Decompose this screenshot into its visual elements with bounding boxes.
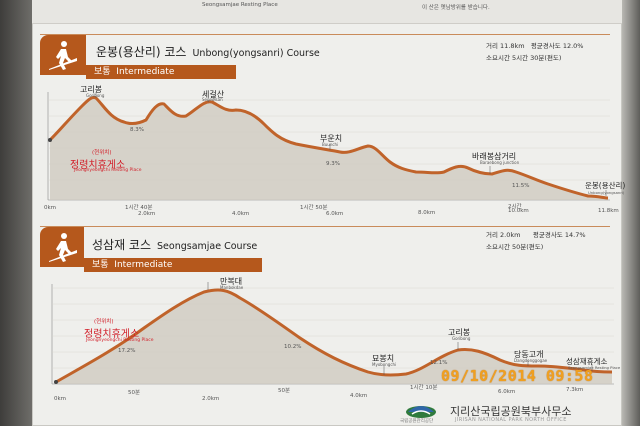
- footer-small: 국립공원관리공단: [400, 419, 434, 424]
- course2-title: 성삼재 코스 Seongsamjae Course: [92, 236, 257, 253]
- course2-time: 50분(편도): [512, 243, 544, 251]
- course2-peak-goribong-en: Goribong: [452, 336, 471, 341]
- photo-date-stamp: 09/10/2014 09:58: [441, 367, 594, 385]
- hiker-icon: [49, 41, 77, 70]
- course2-time-b: 50분: [278, 388, 291, 394]
- course2-peak-manbokdae: 만복대: [220, 277, 243, 286]
- course1-level-ko: 보통: [94, 67, 111, 77]
- course1-tick-4: 8.0km: [418, 210, 436, 216]
- course1-title: 운봉(용산리) 코스 Unbong(yongsanri) Course: [96, 43, 320, 60]
- course2-rule: [40, 226, 610, 227]
- course1-level-en: Intermediate: [116, 67, 175, 77]
- course1-peak-baraebong: 바래봉삼거리: [472, 152, 517, 161]
- course1-tick-0: 0km: [44, 205, 57, 211]
- course1-peak-unbong: 운봉(용산리): [585, 181, 626, 190]
- course1-peak-goribong-en: Goribong: [86, 93, 105, 98]
- footer-org-en: JIRISAN NATIONAL PARK NORTH OFFICE: [455, 417, 567, 423]
- sign-frame-right: [622, 0, 640, 426]
- course1-tick-1: 2.0km: [138, 211, 156, 217]
- course1-peak-segeolsan-en: Segeolsan: [202, 97, 223, 102]
- course1-rule: [40, 34, 610, 35]
- course2-distance-label: 거리: [486, 231, 498, 239]
- course1-peak-goribong: 고리봉: [80, 85, 103, 94]
- course1-slope: 12.0%: [562, 42, 584, 50]
- course1-distance-label: 거리: [486, 42, 498, 50]
- course1-tick-6: 11.8km: [598, 208, 619, 214]
- course2-peak-myobongchi: 묘봉치: [372, 354, 395, 363]
- course2-title-ko: 성삼재 코스: [92, 238, 152, 252]
- course2-level-en: Intermediate: [114, 260, 173, 270]
- course2-slope-a: 17.2%: [118, 348, 136, 354]
- course1-peak-buunchi: 부운치: [320, 134, 343, 143]
- course1-start-ko: 정령치휴게소: [70, 160, 126, 171]
- course1-slope-label: 평균경사도: [530, 42, 561, 50]
- course1-time-a: 1시간 40분: [125, 205, 153, 211]
- course2-tick-1: 2.0km: [202, 396, 220, 402]
- course2-slope: 14.7%: [564, 231, 586, 239]
- course2-level-ko: 보통: [92, 260, 109, 270]
- course1-time-label: 소요시간: [486, 54, 510, 62]
- hiker-icon: [49, 233, 77, 262]
- course1-peak-unbong-en: Unbong(yongsanri): [588, 190, 625, 195]
- course2-time-label: 소요시간: [486, 243, 510, 251]
- course2-slope-c: 12.1%: [430, 360, 448, 366]
- course2-level: 보통 Intermediate: [84, 258, 262, 272]
- course1-time-c: 2시간: [508, 204, 522, 210]
- course2-peak-dangdong-en: Dangdonggogae: [514, 358, 548, 363]
- course1-distance: 11.8km: [500, 42, 525, 50]
- course1-elevation-chart: [40, 88, 612, 216]
- course2-time-a: 50분: [128, 390, 141, 396]
- footer-org: 국립공원관리공단 지리산국립공원북부사무소 JIRISAN NATIONAL P…: [400, 400, 620, 424]
- course2-tick-2: 4.0km: [350, 393, 368, 399]
- course2-start-ko: 정령치휴게소: [84, 329, 140, 340]
- course1-peak-baraebong-en: Baraebong junction: [480, 160, 520, 165]
- course1-time-b: 1시간 50분: [300, 205, 328, 211]
- sign-frame-left: [0, 0, 32, 426]
- course1-peak-segeolsan: 세걸산: [202, 90, 225, 99]
- course2-slope-label: 평균경사도: [532, 231, 563, 239]
- course1-hiker-badge: [40, 35, 86, 75]
- course2-stats: 거리 2.0km 평균경사도 14.7% 소요시간 50분(편도): [486, 229, 586, 253]
- course1-title-en: Unbong(yongsanri) Course: [192, 48, 320, 59]
- course2-peak-seongsamjae-en: Seongsamjae Resting Place: [568, 365, 621, 370]
- course2-peak-manbokdae-en: Manbokdae: [220, 285, 244, 290]
- course1-tick-2: 4.0km: [232, 211, 250, 217]
- course2-start-sub: (현위치): [94, 319, 114, 325]
- top-left-text: Seongsamjae Resting Place: [202, 2, 278, 8]
- course1-tick-3: 6.0km: [326, 211, 344, 217]
- course2-peak-seongsamjae: 성삼재휴게소: [566, 357, 608, 366]
- footer-org-ko: 지리산국립공원북부사무소: [450, 405, 572, 418]
- course2-tick-3: 6.0km: [498, 389, 516, 395]
- course2-slope-b: 10.2%: [284, 344, 302, 350]
- course2-peak-myobongchi-en: Myobongchi: [372, 362, 397, 367]
- course2-time-c: 1시간 10분: [410, 385, 438, 391]
- course2-title-en: Seongsamjae Course: [157, 241, 258, 252]
- top-strip: Seongsamjae Resting Place 이 산은 옛남방위를 받습니…: [32, 0, 622, 24]
- course1-title-ko: 운봉(용산리) 코스: [96, 45, 187, 59]
- course2-tick-4: 7.3km: [566, 387, 584, 393]
- park-logo-icon: [406, 406, 436, 418]
- course2-distance: 2.0km: [500, 231, 521, 239]
- course2-hiker-badge: [40, 227, 84, 267]
- course1-tick-5: 10.0km: [508, 208, 529, 214]
- course1-slope-b: 9.3%: [326, 161, 340, 167]
- course1-start-sub: (현위치): [92, 150, 112, 156]
- course1-peak-buunchi-en: Buunchi: [322, 142, 339, 147]
- course1-start-en: Jeongnyeongchi Resting Place: [74, 168, 142, 173]
- course1-time: 5시간 30분(편도): [512, 54, 562, 62]
- top-right-text: 이 산은 옛남방위를 받습니다.: [422, 5, 490, 11]
- course2-peak-dangdong: 당동고개: [514, 350, 544, 359]
- course1-slope-a: 8.3%: [130, 127, 144, 133]
- course1-slope-c: 11.5%: [512, 183, 530, 189]
- course1-stats: 거리 11.8km 평균경사도 12.0% 소요시간 5시간 30분(편도): [486, 40, 583, 64]
- course2-elevation-chart: [44, 280, 616, 396]
- course1-level: 보통 Intermediate: [86, 65, 236, 79]
- course2-tick-0: 0km: [54, 396, 67, 402]
- course2-peak-goribong: 고리봉: [448, 328, 471, 337]
- course2-start-en: Jeongnyeongchi Resting Place: [86, 338, 154, 343]
